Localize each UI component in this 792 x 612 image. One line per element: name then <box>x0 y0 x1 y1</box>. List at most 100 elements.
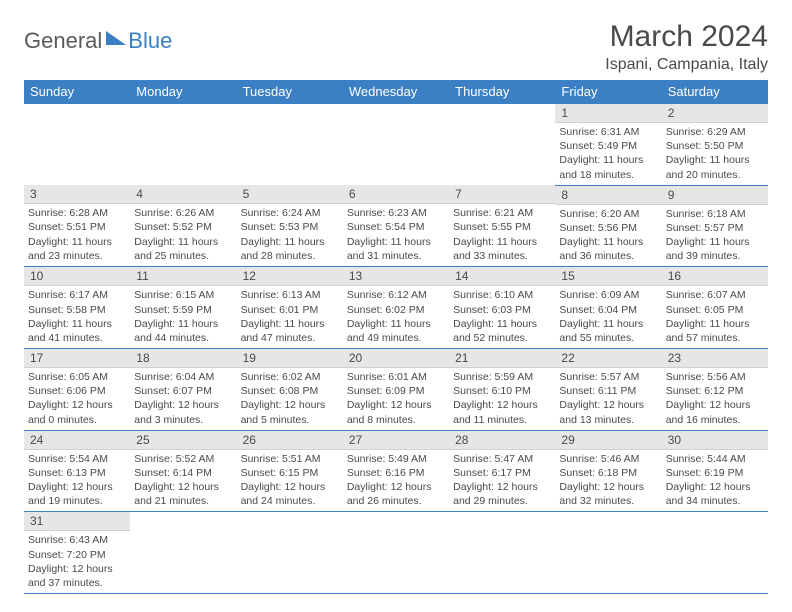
day-number: 24 <box>24 431 130 450</box>
day-number: 17 <box>24 349 130 368</box>
day-info: Sunrise: 5:46 AMSunset: 6:18 PMDaylight:… <box>555 450 661 512</box>
day-info: Sunrise: 6:20 AMSunset: 5:56 PMDaylight:… <box>555 205 661 267</box>
calendar-cell: 16Sunrise: 6:07 AMSunset: 6:05 PMDayligh… <box>662 267 768 349</box>
day-info: Sunrise: 6:23 AMSunset: 5:54 PMDaylight:… <box>343 204 449 266</box>
calendar-cell: 13Sunrise: 6:12 AMSunset: 6:02 PMDayligh… <box>343 267 449 349</box>
calendar-cell <box>555 512 661 594</box>
day-info: Sunrise: 5:57 AMSunset: 6:11 PMDaylight:… <box>555 368 661 430</box>
day-info: Sunrise: 5:51 AMSunset: 6:15 PMDaylight:… <box>237 450 343 512</box>
day-info: Sunrise: 5:47 AMSunset: 6:17 PMDaylight:… <box>449 450 555 512</box>
day-number: 18 <box>130 349 236 368</box>
logo-text-2: Blue <box>128 28 172 54</box>
day-number: 5 <box>237 185 343 204</box>
day-number: 28 <box>449 431 555 450</box>
calendar-cell: 31Sunrise: 6:43 AMSunset: 7:20 PMDayligh… <box>24 512 130 594</box>
logo-text-1: General <box>24 28 102 54</box>
calendar-cell: 4Sunrise: 6:26 AMSunset: 5:52 PMDaylight… <box>130 185 236 267</box>
calendar-cell <box>449 512 555 594</box>
day-number: 13 <box>343 267 449 286</box>
calendar-cell <box>130 512 236 594</box>
day-info: Sunrise: 6:13 AMSunset: 6:01 PMDaylight:… <box>237 286 343 348</box>
day-info: Sunrise: 6:09 AMSunset: 6:04 PMDaylight:… <box>555 286 661 348</box>
page-title: March 2024 <box>605 20 768 54</box>
calendar-cell: 30Sunrise: 5:44 AMSunset: 6:19 PMDayligh… <box>662 430 768 512</box>
logo: General Blue <box>24 28 172 54</box>
day-number: 12 <box>237 267 343 286</box>
day-info: Sunrise: 5:59 AMSunset: 6:10 PMDaylight:… <box>449 368 555 430</box>
calendar-cell <box>343 512 449 594</box>
calendar-cell: 12Sunrise: 6:13 AMSunset: 6:01 PMDayligh… <box>237 267 343 349</box>
day-number: 9 <box>662 186 768 205</box>
day-number: 26 <box>237 431 343 450</box>
calendar-cell: 5Sunrise: 6:24 AMSunset: 5:53 PMDaylight… <box>237 185 343 267</box>
calendar-cell <box>130 104 236 186</box>
calendar-cell: 15Sunrise: 6:09 AMSunset: 6:04 PMDayligh… <box>555 267 661 349</box>
day-info: Sunrise: 6:43 AMSunset: 7:20 PMDaylight:… <box>24 531 130 593</box>
day-number: 23 <box>662 349 768 368</box>
calendar-cell <box>662 512 768 594</box>
weekday-header: Saturday <box>662 80 768 104</box>
day-info: Sunrise: 6:01 AMSunset: 6:09 PMDaylight:… <box>343 368 449 430</box>
calendar-cell: 27Sunrise: 5:49 AMSunset: 6:16 PMDayligh… <box>343 430 449 512</box>
day-info: Sunrise: 6:02 AMSunset: 6:08 PMDaylight:… <box>237 368 343 430</box>
calendar-cell: 14Sunrise: 6:10 AMSunset: 6:03 PMDayligh… <box>449 267 555 349</box>
calendar-cell: 2Sunrise: 6:29 AMSunset: 5:50 PMDaylight… <box>662 104 768 186</box>
day-info: Sunrise: 5:44 AMSunset: 6:19 PMDaylight:… <box>662 450 768 512</box>
calendar-body: 1Sunrise: 6:31 AMSunset: 5:49 PMDaylight… <box>24 104 768 594</box>
calendar-table: SundayMondayTuesdayWednesdayThursdayFrid… <box>24 80 768 594</box>
day-info: Sunrise: 6:05 AMSunset: 6:06 PMDaylight:… <box>24 368 130 430</box>
day-info: Sunrise: 6:17 AMSunset: 5:58 PMDaylight:… <box>24 286 130 348</box>
day-info: Sunrise: 6:12 AMSunset: 6:02 PMDaylight:… <box>343 286 449 348</box>
day-number: 3 <box>24 185 130 204</box>
day-number: 30 <box>662 431 768 450</box>
calendar-cell: 24Sunrise: 5:54 AMSunset: 6:13 PMDayligh… <box>24 430 130 512</box>
day-number: 10 <box>24 267 130 286</box>
day-number: 20 <box>343 349 449 368</box>
weekday-header: Thursday <box>449 80 555 104</box>
calendar-cell: 17Sunrise: 6:05 AMSunset: 6:06 PMDayligh… <box>24 349 130 431</box>
calendar-cell: 25Sunrise: 5:52 AMSunset: 6:14 PMDayligh… <box>130 430 236 512</box>
calendar-cell: 10Sunrise: 6:17 AMSunset: 5:58 PMDayligh… <box>24 267 130 349</box>
day-info: Sunrise: 6:07 AMSunset: 6:05 PMDaylight:… <box>662 286 768 348</box>
calendar-cell <box>449 104 555 186</box>
header: General Blue March 2024 Ispani, Campania… <box>24 20 768 74</box>
day-info: Sunrise: 6:21 AMSunset: 5:55 PMDaylight:… <box>449 204 555 266</box>
calendar-cell <box>237 104 343 186</box>
day-info: Sunrise: 6:10 AMSunset: 6:03 PMDaylight:… <box>449 286 555 348</box>
day-info: Sunrise: 6:31 AMSunset: 5:49 PMDaylight:… <box>555 123 661 185</box>
title-block: March 2024 Ispani, Campania, Italy <box>605 20 768 74</box>
day-info: Sunrise: 6:26 AMSunset: 5:52 PMDaylight:… <box>130 204 236 266</box>
calendar-cell: 1Sunrise: 6:31 AMSunset: 5:49 PMDaylight… <box>555 104 661 186</box>
calendar-cell: 23Sunrise: 5:56 AMSunset: 6:12 PMDayligh… <box>662 349 768 431</box>
day-number: 2 <box>662 104 768 123</box>
day-info: Sunrise: 6:24 AMSunset: 5:53 PMDaylight:… <box>237 204 343 266</box>
calendar-cell: 19Sunrise: 6:02 AMSunset: 6:08 PMDayligh… <box>237 349 343 431</box>
day-number: 14 <box>449 267 555 286</box>
weekday-header: Monday <box>130 80 236 104</box>
day-number: 15 <box>555 267 661 286</box>
day-number: 31 <box>24 512 130 531</box>
calendar-cell: 3Sunrise: 6:28 AMSunset: 5:51 PMDaylight… <box>24 185 130 267</box>
calendar-cell: 26Sunrise: 5:51 AMSunset: 6:15 PMDayligh… <box>237 430 343 512</box>
calendar-cell: 6Sunrise: 6:23 AMSunset: 5:54 PMDaylight… <box>343 185 449 267</box>
calendar-cell: 11Sunrise: 6:15 AMSunset: 5:59 PMDayligh… <box>130 267 236 349</box>
day-number: 8 <box>555 186 661 205</box>
calendar-cell: 29Sunrise: 5:46 AMSunset: 6:18 PMDayligh… <box>555 430 661 512</box>
calendar-cell: 9Sunrise: 6:18 AMSunset: 5:57 PMDaylight… <box>662 185 768 267</box>
day-number: 6 <box>343 185 449 204</box>
calendar-head: SundayMondayTuesdayWednesdayThursdayFrid… <box>24 80 768 104</box>
calendar-cell <box>237 512 343 594</box>
day-number: 4 <box>130 185 236 204</box>
day-number: 11 <box>130 267 236 286</box>
day-info: Sunrise: 6:29 AMSunset: 5:50 PMDaylight:… <box>662 123 768 185</box>
day-number: 7 <box>449 185 555 204</box>
day-info: Sunrise: 6:18 AMSunset: 5:57 PMDaylight:… <box>662 205 768 267</box>
calendar-cell: 28Sunrise: 5:47 AMSunset: 6:17 PMDayligh… <box>449 430 555 512</box>
calendar-cell: 7Sunrise: 6:21 AMSunset: 5:55 PMDaylight… <box>449 185 555 267</box>
day-info: Sunrise: 5:49 AMSunset: 6:16 PMDaylight:… <box>343 450 449 512</box>
day-number: 22 <box>555 349 661 368</box>
weekday-header: Sunday <box>24 80 130 104</box>
calendar-cell <box>24 104 130 186</box>
logo-sail-icon <box>106 31 126 45</box>
day-info: Sunrise: 6:15 AMSunset: 5:59 PMDaylight:… <box>130 286 236 348</box>
